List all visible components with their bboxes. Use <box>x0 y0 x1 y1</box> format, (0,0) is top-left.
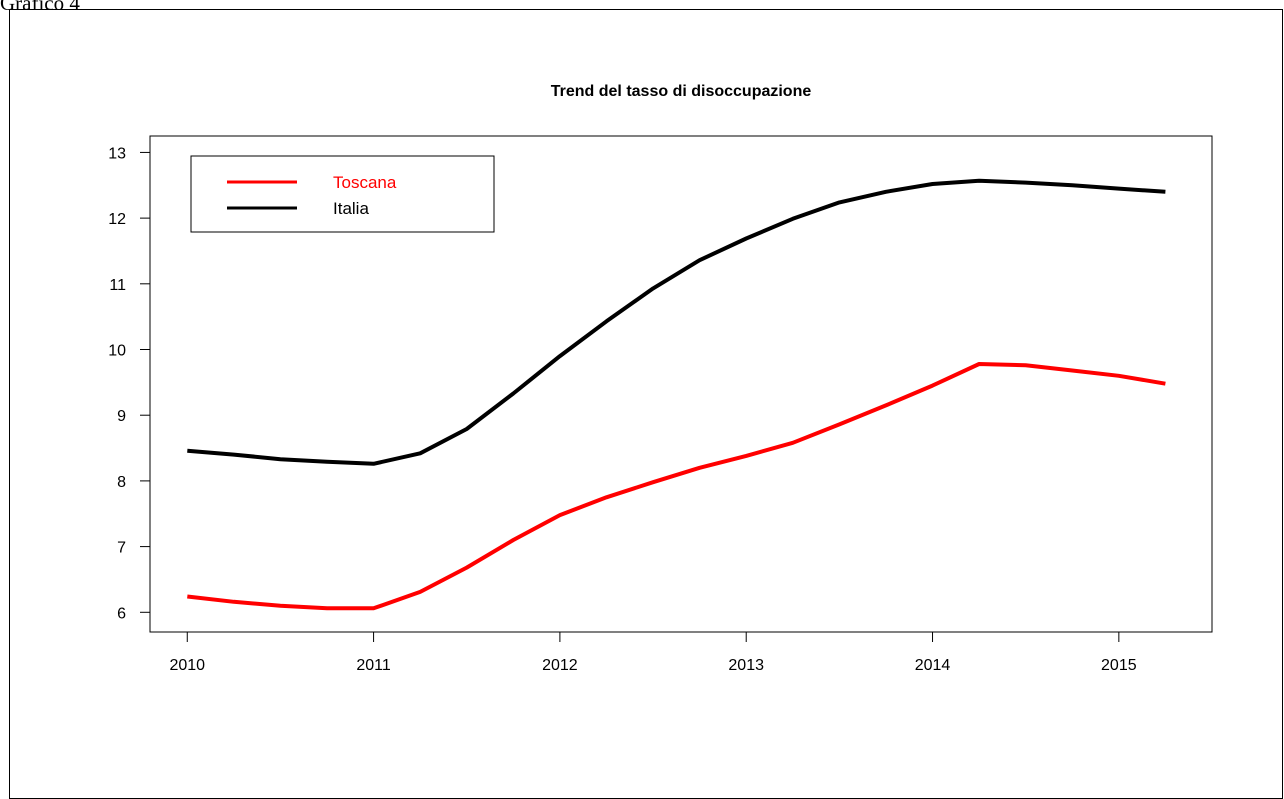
x-tick-label: 2015 <box>1101 657 1137 674</box>
y-tick-label: 11 <box>109 277 126 294</box>
legend-box <box>190 155 495 233</box>
y-tick-label: 7 <box>117 540 126 557</box>
y-tick-label: 10 <box>108 343 126 360</box>
legend-label-italia: Italia <box>333 199 369 218</box>
y-tick-label: 8 <box>117 474 126 491</box>
x-tick-label: 2011 <box>356 657 391 674</box>
x-tick-label: 2010 <box>169 657 205 674</box>
axes: 2010 2011 2012 2013 2014 2015 6 7 8 9 10 11 12 13 <box>108 145 1137 674</box>
y-tick-label: 12 <box>108 211 126 228</box>
series-line-italia <box>187 178 1166 466</box>
series-lines <box>187 178 1166 611</box>
series-line-toscana <box>187 362 1166 611</box>
y-tick-label: 13 <box>108 145 126 162</box>
legend: Toscana Italia <box>190 155 495 233</box>
y-tick-label: 9 <box>117 408 126 425</box>
legend-label-toscana: Toscana <box>333 173 397 192</box>
plot-area <box>149 135 1213 633</box>
y-tick-label: 6 <box>117 605 126 622</box>
chart-title: Trend del tasso di disoccupazione <box>551 83 812 100</box>
x-tick-label: 2013 <box>728 657 764 674</box>
figure-caption: Grafico 4 <box>0 0 80 15</box>
x-tick-label: 2014 <box>915 657 951 674</box>
x-tick-label: 2012 <box>542 657 578 674</box>
